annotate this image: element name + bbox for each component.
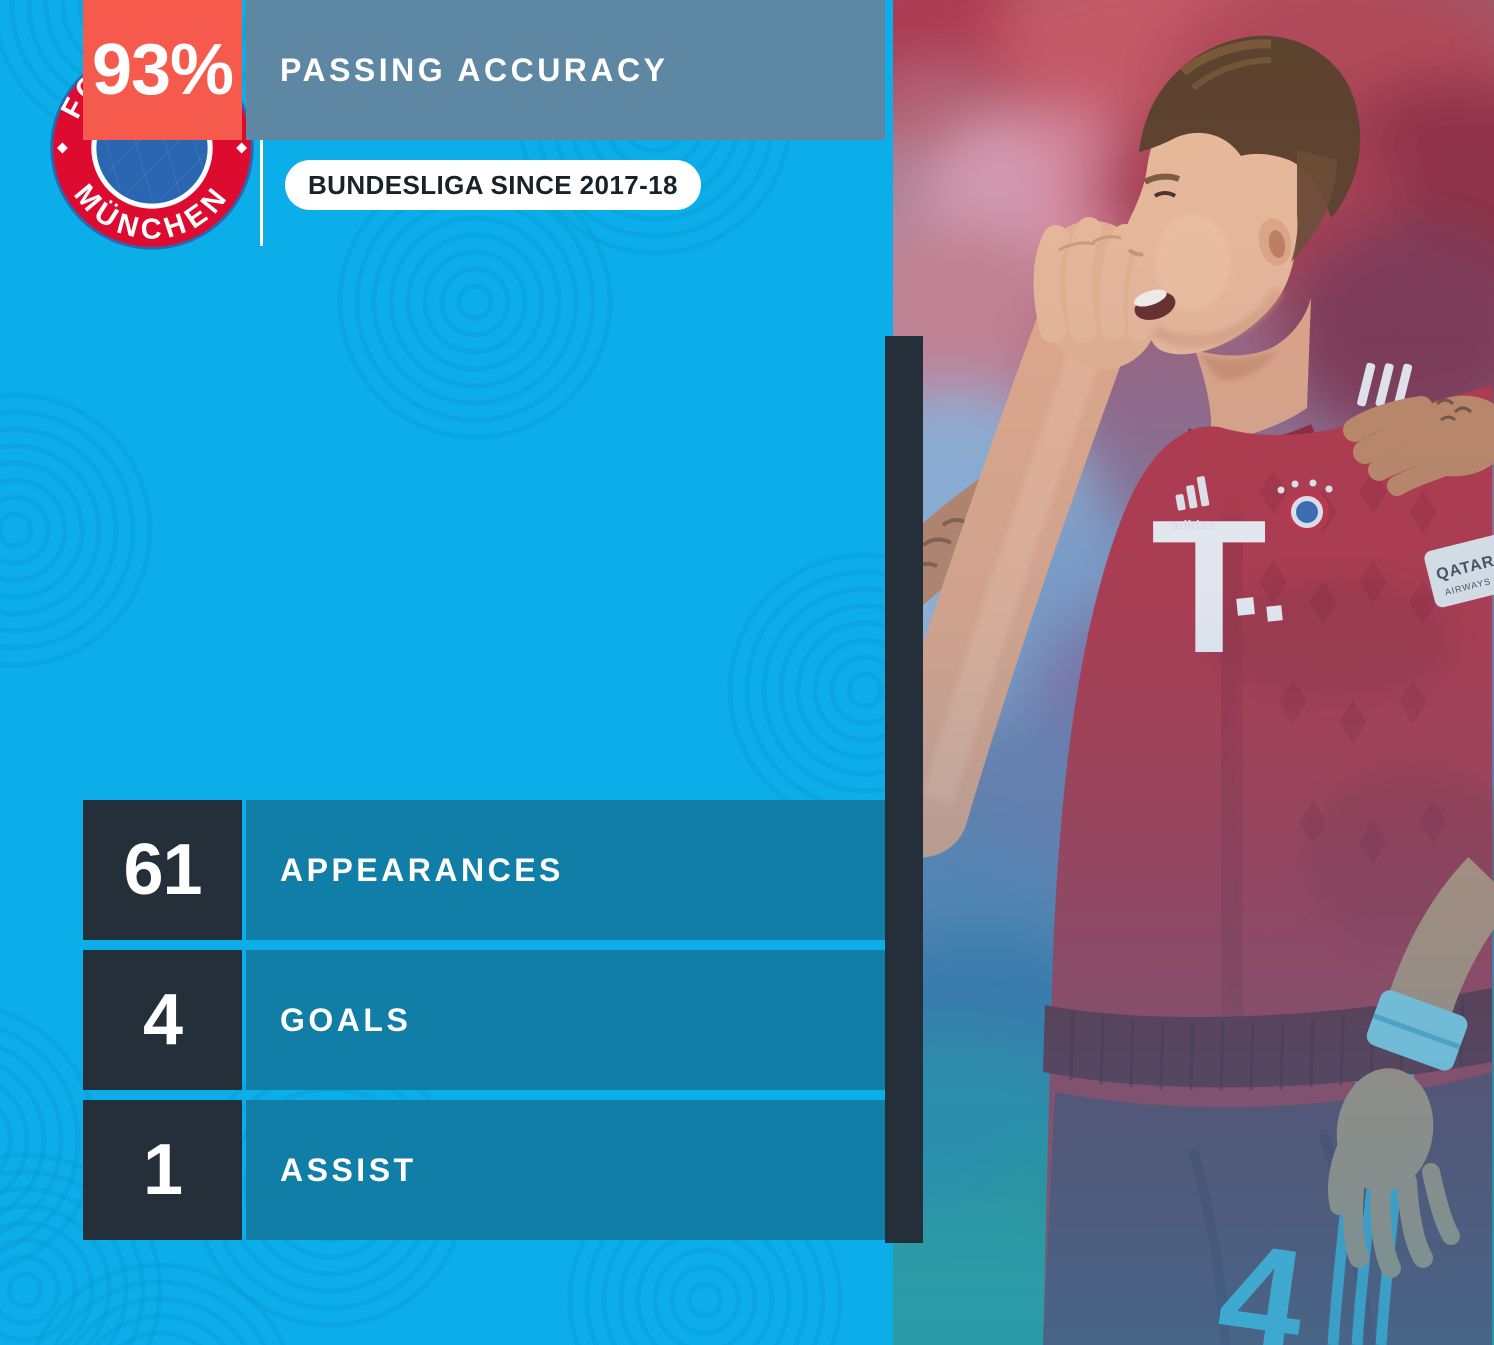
stat-row-assist: 1 ASSIST [83,1100,885,1240]
stat-label: ASSIST [246,1100,885,1240]
stat-label: GOALS [246,950,885,1090]
stat-label: APPEARANCES [246,800,885,940]
stat-value: 61 [83,800,242,940]
stat-value: 93% [83,0,242,140]
stat-row-appearances: 61 APPEARANCES [83,800,885,940]
stat-row-passing-accuracy: 93% PASSING ACCURACY [83,0,885,140]
subtitle-badge: BUNDESLIGA SINCE 2017-18 [285,160,701,210]
stat-label: PASSING ACCURACY [246,0,885,140]
stats-shadow-strip [885,336,923,1243]
header-divider [260,52,263,246]
stat-value: 1 [83,1100,242,1240]
photo-tint-overlay [893,0,1494,1345]
stat-value: 4 [83,950,242,1090]
stat-row-goals: 4 GOALS [83,950,885,1090]
player-photo: T [733,0,1494,1345]
